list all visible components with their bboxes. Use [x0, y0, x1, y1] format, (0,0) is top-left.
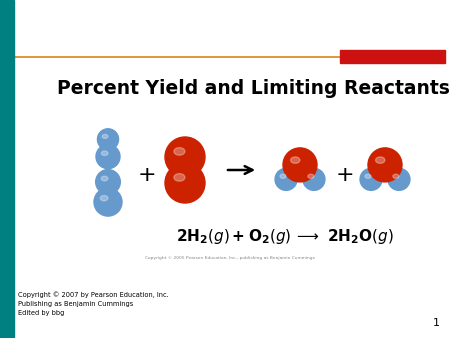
- Ellipse shape: [174, 174, 185, 181]
- Text: $\mathbf{2H_2}$$(\mathit{g})$$\,\mathbf{+\;O_2}$$(\mathit{g})\,\longrightarrow$: $\mathbf{2H_2}$$(\mathit{g})$$\,\mathbf{…: [176, 227, 320, 246]
- Circle shape: [283, 148, 317, 182]
- Circle shape: [388, 168, 410, 190]
- Ellipse shape: [100, 195, 108, 201]
- Text: Copyright © 2007 by Pearson Education, Inc.
Publishing as Benjamin Cummings
Edit: Copyright © 2007 by Pearson Education, I…: [18, 291, 169, 316]
- Ellipse shape: [376, 157, 385, 163]
- Ellipse shape: [393, 174, 399, 178]
- Circle shape: [303, 168, 325, 190]
- Circle shape: [96, 145, 120, 169]
- Circle shape: [94, 188, 122, 216]
- Ellipse shape: [280, 174, 286, 178]
- Text: +: +: [336, 165, 354, 185]
- Circle shape: [360, 168, 382, 190]
- Ellipse shape: [102, 135, 108, 138]
- Ellipse shape: [365, 174, 371, 178]
- Ellipse shape: [174, 148, 185, 155]
- Ellipse shape: [101, 151, 108, 155]
- Circle shape: [96, 170, 120, 194]
- Circle shape: [165, 137, 205, 177]
- Text: 1: 1: [433, 318, 440, 328]
- Text: $\mathbf{2H_2O}$$(\mathit{g})$: $\mathbf{2H_2O}$$(\mathit{g})$: [327, 227, 393, 246]
- Ellipse shape: [308, 174, 314, 178]
- Text: +: +: [138, 165, 156, 185]
- Text: Percent Yield and Limiting Reactants: Percent Yield and Limiting Reactants: [57, 78, 450, 97]
- Ellipse shape: [101, 176, 108, 181]
- Circle shape: [275, 168, 297, 190]
- Text: Copyright © 2005 Pearson Education, Inc., publishing as Benjamin Cummings: Copyright © 2005 Pearson Education, Inc.…: [145, 256, 315, 260]
- Circle shape: [98, 129, 118, 150]
- Ellipse shape: [291, 157, 300, 163]
- Bar: [0, 0, 14, 338]
- Circle shape: [165, 163, 205, 203]
- Circle shape: [368, 148, 402, 182]
- Bar: [340, 50, 445, 63]
